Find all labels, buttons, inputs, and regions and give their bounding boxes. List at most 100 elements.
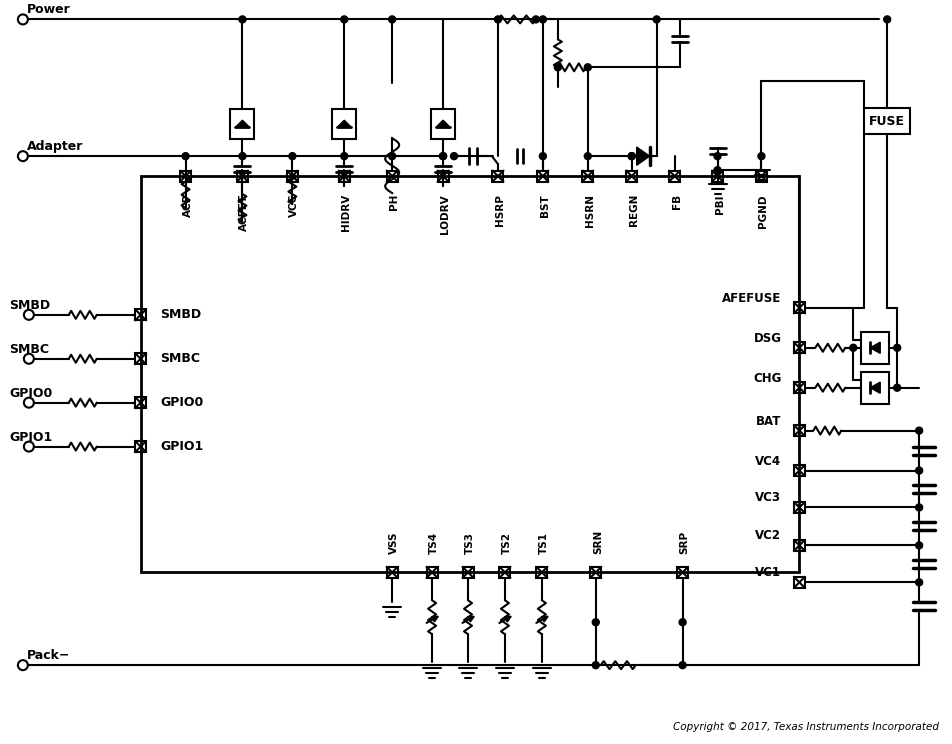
Text: GPIO0: GPIO0 [161,396,204,409]
Text: GPIO1: GPIO1 [161,440,204,453]
Bar [862,332,889,364]
Circle shape [585,153,591,160]
Text: SRN: SRN [593,530,603,554]
Circle shape [894,384,901,391]
Text: TS1: TS1 [539,533,549,554]
Text: ACFET: ACFET [240,194,249,231]
Circle shape [916,427,922,434]
Bar [864,108,910,134]
Text: SMBD: SMBD [9,299,50,312]
Bar [500,567,510,578]
Text: Adapter: Adapter [27,140,83,153]
Circle shape [450,153,458,160]
Bar [135,441,147,452]
Circle shape [388,16,396,23]
Bar [237,170,248,182]
Text: SMBC: SMBC [161,352,201,365]
Circle shape [182,153,189,160]
Circle shape [18,14,28,25]
Text: BAT: BAT [756,414,782,428]
Text: Power: Power [27,4,70,16]
Circle shape [554,64,562,71]
Bar [712,170,723,182]
Circle shape [883,16,891,23]
Circle shape [532,16,540,23]
Bar [492,170,504,182]
Text: GPIO1: GPIO1 [9,431,52,443]
Bar [794,425,804,436]
Polygon shape [870,382,881,394]
Circle shape [24,398,34,408]
Circle shape [592,619,599,626]
Circle shape [714,153,721,160]
Circle shape [24,442,34,452]
Circle shape [916,542,922,549]
Text: VC2: VC2 [755,530,782,542]
Circle shape [585,64,591,71]
Circle shape [388,153,396,160]
Circle shape [916,467,922,474]
Circle shape [18,151,28,161]
Bar [287,170,298,182]
Bar [537,170,548,182]
Text: TS3: TS3 [465,533,475,554]
Bar [431,109,455,139]
Circle shape [440,153,446,160]
Bar [626,170,637,182]
Text: VC3: VC3 [755,492,782,504]
Text: BST: BST [540,194,550,217]
Text: TS2: TS2 [502,533,512,554]
Bar [141,176,800,572]
Bar [794,465,804,476]
Bar [583,170,593,182]
Circle shape [628,153,635,160]
Bar [463,567,473,578]
Text: TS4: TS4 [429,532,439,554]
Circle shape [18,660,28,670]
Circle shape [758,153,765,160]
Circle shape [916,579,922,586]
Polygon shape [337,121,351,127]
Circle shape [540,153,546,160]
Text: PBI: PBI [715,194,724,214]
Circle shape [653,16,660,23]
Circle shape [494,16,502,23]
Circle shape [341,153,347,160]
Polygon shape [235,121,249,127]
Bar [438,170,448,182]
Text: AFEFUSE: AFEFUSE [723,292,782,305]
Text: PH: PH [389,194,399,211]
Bar [230,109,254,139]
Text: DSG: DSG [753,332,782,344]
Circle shape [679,619,686,626]
Text: HSRN: HSRN [585,194,595,227]
Text: HIDRV: HIDRV [341,194,351,231]
Circle shape [239,153,246,160]
Bar [794,577,804,588]
Text: FUSE: FUSE [869,115,905,128]
Text: VCC: VCC [289,194,299,217]
Circle shape [850,344,857,351]
Circle shape [239,16,246,23]
Circle shape [24,353,34,364]
Circle shape [24,310,34,320]
Text: SMBD: SMBD [161,308,202,321]
Text: FB: FB [671,194,682,209]
Bar [677,567,688,578]
Text: LODRV: LODRV [440,194,450,234]
Text: VC1: VC1 [755,566,782,580]
Bar [180,170,191,182]
Bar [387,567,398,578]
Text: SRP: SRP [680,531,689,554]
Bar [536,567,547,578]
Polygon shape [637,147,649,165]
Circle shape [540,16,546,23]
Bar [387,170,398,182]
Bar [426,567,438,578]
Bar [794,540,804,551]
Text: Pack−: Pack− [27,650,70,662]
Bar [332,109,356,139]
Circle shape [628,153,635,160]
Circle shape [714,167,721,173]
Bar [794,342,804,353]
